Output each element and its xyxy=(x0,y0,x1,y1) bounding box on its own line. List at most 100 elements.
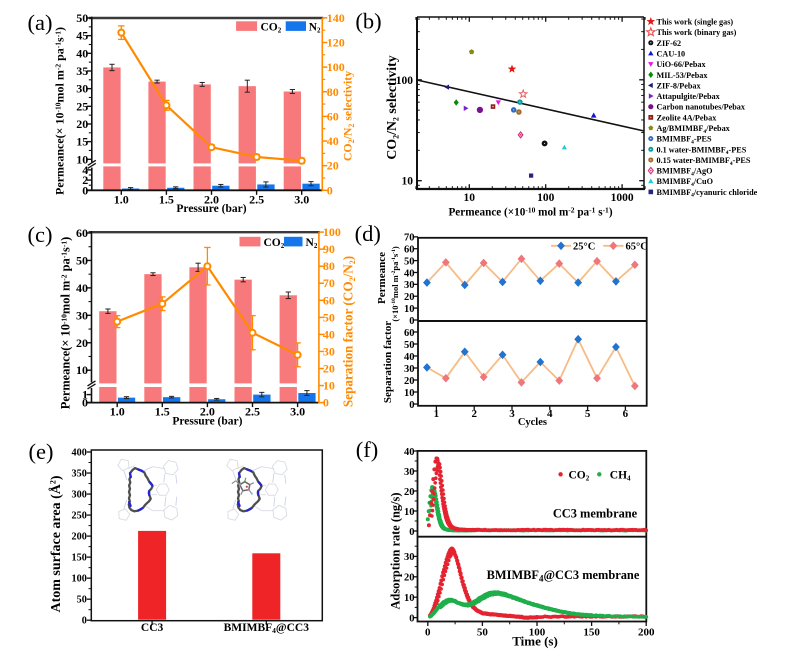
svg-text:(×10-10mol m-2pa-1s-1): (×10-10mol m-2pa-1s-1) xyxy=(390,246,400,322)
svg-text:0: 0 xyxy=(327,183,333,197)
svg-text:2.5: 2.5 xyxy=(249,192,264,206)
svg-text:1.0: 1.0 xyxy=(110,405,125,419)
svg-text:30: 30 xyxy=(404,364,415,375)
svg-text:This work (binary gas): This work (binary gas) xyxy=(657,28,737,37)
svg-text:100: 100 xyxy=(72,574,87,585)
svg-text:40: 40 xyxy=(76,281,88,295)
svg-text:50: 50 xyxy=(477,627,489,639)
svg-text:30: 30 xyxy=(76,82,88,96)
svg-text:350: 350 xyxy=(72,469,87,480)
svg-text:3: 3 xyxy=(509,408,515,420)
svg-text:CC3: CC3 xyxy=(141,622,164,634)
svg-text:0: 0 xyxy=(409,527,414,538)
svg-text:0: 0 xyxy=(425,627,431,639)
svg-text:Permeance: Permeance xyxy=(376,252,388,304)
svg-text:BMIMBF4/AgO: BMIMBF4/AgO xyxy=(657,167,713,178)
svg-text:5: 5 xyxy=(585,408,591,420)
svg-text:10: 10 xyxy=(404,388,415,399)
svg-text:10: 10 xyxy=(404,507,415,518)
svg-text:80: 80 xyxy=(327,85,339,99)
svg-text:40: 40 xyxy=(327,134,339,148)
svg-text:60: 60 xyxy=(323,293,335,307)
svg-text:20: 20 xyxy=(404,487,415,498)
svg-text:20: 20 xyxy=(404,376,415,387)
svg-text:400: 400 xyxy=(72,448,87,459)
svg-text:BMIMBF4/CuO: BMIMBF4/CuO xyxy=(657,177,713,188)
svg-text:0.15 water-BMIMBF4-PES: 0.15 water-BMIMBF4-PES xyxy=(657,156,751,167)
svg-text:(b): (b) xyxy=(355,9,381,34)
svg-text:100: 100 xyxy=(537,192,555,204)
svg-text:30: 30 xyxy=(404,467,415,478)
svg-text:1: 1 xyxy=(434,408,440,420)
svg-text:65°C: 65°C xyxy=(626,242,648,253)
svg-text:25°C: 25°C xyxy=(573,242,595,253)
svg-text:30: 30 xyxy=(404,280,415,291)
svg-text:50: 50 xyxy=(404,340,415,351)
svg-text:(f): (f) xyxy=(356,437,378,462)
svg-text:70: 70 xyxy=(323,276,335,290)
svg-text:50: 50 xyxy=(76,253,88,267)
svg-text:1.0: 1.0 xyxy=(114,192,129,206)
svg-text:CO2: CO2 xyxy=(261,21,282,34)
svg-text:30: 30 xyxy=(76,308,88,322)
svg-text:2.0: 2.0 xyxy=(204,192,219,206)
svg-text:Attapulgite/Pebax: Attapulgite/Pebax xyxy=(657,92,721,101)
svg-text:10: 10 xyxy=(404,304,415,315)
svg-text:CC3 membrane: CC3 membrane xyxy=(553,507,638,521)
svg-text:100: 100 xyxy=(327,60,345,74)
svg-text:1000: 1000 xyxy=(611,192,634,204)
svg-text:60: 60 xyxy=(404,245,415,256)
svg-text:20: 20 xyxy=(76,117,88,131)
svg-text:1: 1 xyxy=(82,388,88,402)
svg-text:50: 50 xyxy=(76,11,88,25)
svg-text:60: 60 xyxy=(76,226,88,240)
svg-text:2: 2 xyxy=(471,408,477,420)
svg-text:2.0: 2.0 xyxy=(200,405,215,419)
svg-text:CO2: CO2 xyxy=(264,237,285,250)
svg-text:10: 10 xyxy=(76,363,88,377)
svg-text:140: 140 xyxy=(327,11,345,25)
svg-text:BMIMBF4-PES: BMIMBF4-PES xyxy=(657,135,713,146)
svg-text:50: 50 xyxy=(404,256,415,267)
svg-text:Time (s): Time (s) xyxy=(512,634,558,649)
svg-text:25: 25 xyxy=(76,99,88,113)
svg-text:4: 4 xyxy=(547,408,553,420)
svg-text:(a): (a) xyxy=(28,10,53,35)
svg-text:0: 0 xyxy=(323,396,329,410)
svg-text:50: 50 xyxy=(77,595,87,606)
svg-text:40: 40 xyxy=(323,327,335,341)
svg-text:CO2/N2 selectivity: CO2/N2 selectivity xyxy=(341,71,357,161)
svg-text:20: 20 xyxy=(327,159,339,173)
svg-text:0: 0 xyxy=(82,396,88,410)
svg-text:300: 300 xyxy=(72,490,87,501)
svg-text:0: 0 xyxy=(82,183,88,197)
svg-text:20: 20 xyxy=(404,573,415,584)
svg-text:60: 60 xyxy=(404,328,415,339)
svg-text:(d): (d) xyxy=(355,221,381,246)
svg-text:Zeolite 4A/Pebax: Zeolite 4A/Pebax xyxy=(657,113,718,122)
svg-text:20: 20 xyxy=(76,336,88,350)
svg-text:30: 30 xyxy=(323,345,335,359)
svg-text:250: 250 xyxy=(72,511,87,522)
svg-text:20: 20 xyxy=(404,292,415,303)
svg-text:150: 150 xyxy=(72,553,87,564)
svg-text:200: 200 xyxy=(638,627,655,639)
svg-text:ZIF-62: ZIF-62 xyxy=(657,39,682,48)
svg-text:Separation factor: Separation factor xyxy=(382,321,394,403)
svg-text:45: 45 xyxy=(76,29,88,43)
svg-text:10: 10 xyxy=(464,192,476,204)
svg-text:80: 80 xyxy=(323,259,335,273)
svg-text:MIL-53/Pebax: MIL-53/Pebax xyxy=(657,71,709,80)
svg-text:ZIF-8/Pebax: ZIF-8/Pebax xyxy=(657,81,702,90)
svg-text:3.0: 3.0 xyxy=(294,192,309,206)
svg-text:60: 60 xyxy=(327,109,339,123)
svg-text:Atom surface area (Å2): Atom surface area (Å2) xyxy=(48,475,64,612)
svg-text:Separation factor (CO2/N2): Separation factor (CO2/N2) xyxy=(341,256,358,407)
svg-text:BMIMBF4@CC3 membrane: BMIMBF4@CC3 membrane xyxy=(487,568,640,584)
svg-text:0: 0 xyxy=(409,316,414,327)
svg-text:BMIMBF4/cyanuric chloride: BMIMBF4/cyanuric chloride xyxy=(657,188,758,199)
svg-text:2.5: 2.5 xyxy=(245,405,260,419)
svg-text:4: 4 xyxy=(82,163,88,177)
svg-text:90: 90 xyxy=(323,242,335,256)
svg-text:120: 120 xyxy=(327,36,345,50)
